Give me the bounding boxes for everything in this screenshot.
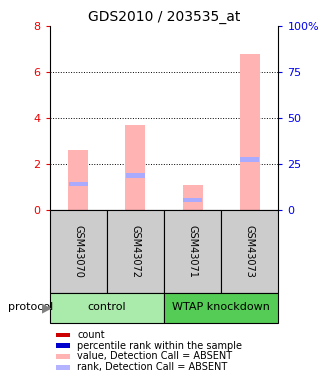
Bar (68, 150, 88, 210)
Text: GSM43073: GSM43073 (245, 225, 255, 278)
Bar (56, 354, 70, 359)
Bar (126, 174, 145, 178)
Bar (107, 210, 164, 292)
Text: GSM43072: GSM43072 (131, 225, 140, 278)
Text: value, Detection Call = ABSENT: value, Detection Call = ABSENT (77, 351, 232, 361)
Text: count: count (77, 330, 105, 340)
Bar (50, 292, 164, 322)
Text: GSM43070: GSM43070 (73, 225, 83, 278)
Text: protocol: protocol (8, 303, 53, 312)
Bar (240, 54, 260, 210)
Text: rank, Detection Call = ABSENT: rank, Detection Call = ABSENT (77, 362, 227, 372)
Text: percentile rank within the sample: percentile rank within the sample (77, 341, 242, 351)
Bar (56, 333, 70, 338)
Bar (125, 125, 145, 210)
Bar (56, 344, 70, 348)
Bar (183, 198, 202, 202)
Bar (164, 292, 278, 322)
Bar (69, 182, 88, 186)
Bar (164, 210, 221, 292)
Bar (221, 210, 278, 292)
Text: control: control (87, 303, 126, 312)
Title: GDS2010 / 203535_at: GDS2010 / 203535_at (88, 10, 240, 24)
Bar (183, 185, 203, 210)
Bar (240, 158, 259, 162)
Bar (50, 210, 107, 292)
Bar (56, 365, 70, 370)
Text: WTAP knockdown: WTAP knockdown (172, 303, 270, 312)
Text: GSM43071: GSM43071 (188, 225, 198, 278)
Text: ▶: ▶ (42, 301, 51, 314)
